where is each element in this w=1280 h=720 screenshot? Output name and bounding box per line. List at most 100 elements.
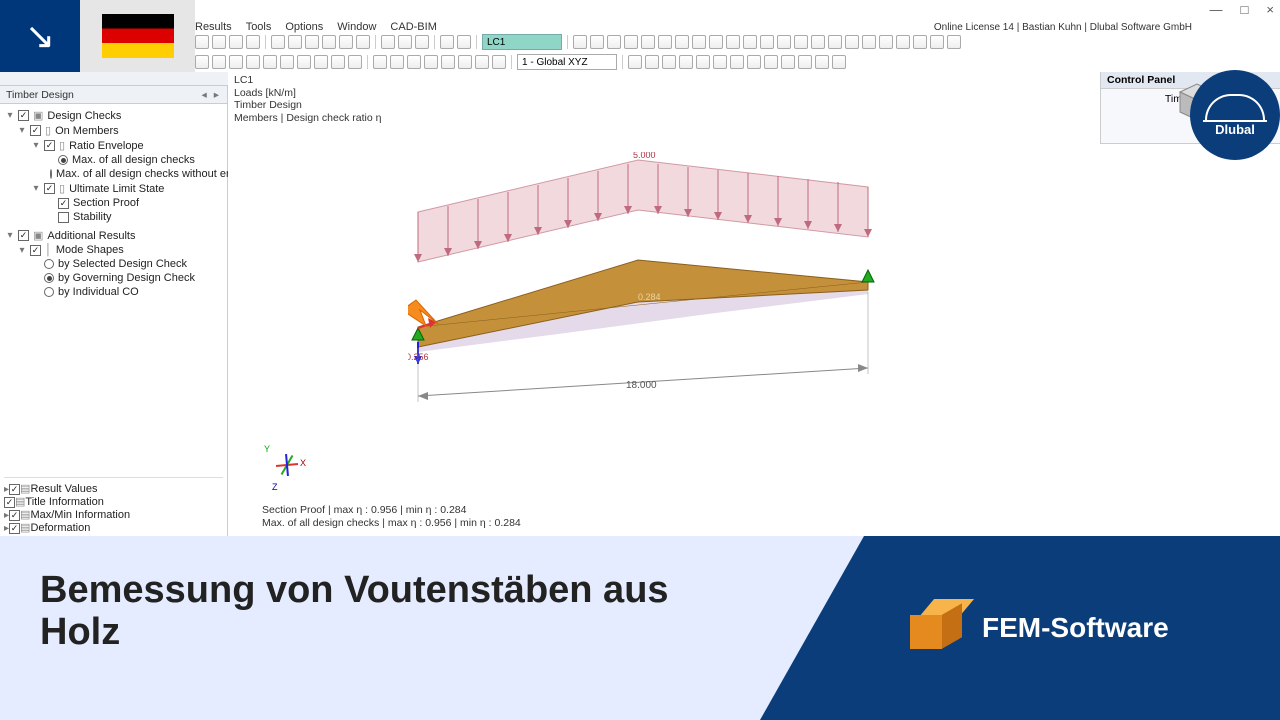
minimize-icon[interactable]: — — [1210, 2, 1223, 17]
tb-icon[interactable] — [709, 35, 723, 49]
tb-icon[interactable] — [845, 35, 859, 49]
tb-icon[interactable] — [322, 35, 336, 49]
tb-icon[interactable] — [212, 55, 226, 69]
tb-icon[interactable] — [305, 35, 319, 49]
tb-icon[interactable] — [590, 35, 604, 49]
opt-result-values[interactable]: Result Values — [30, 483, 97, 495]
tree-by-co[interactable]: by Individual CO — [58, 286, 139, 298]
checkbox[interactable]: ✓ — [30, 245, 41, 256]
tb-icon[interactable] — [407, 55, 421, 69]
tree-opt-all[interactable]: Max. of all design checks — [72, 154, 195, 166]
tb-icon[interactable] — [794, 35, 808, 49]
tb-icon[interactable] — [458, 55, 472, 69]
tb-icon[interactable] — [246, 35, 260, 49]
tb-icon[interactable] — [658, 35, 672, 49]
tree-design-checks[interactable]: Design Checks — [47, 110, 121, 122]
tb-icon[interactable] — [747, 55, 761, 69]
tb-icon[interactable] — [398, 35, 412, 49]
tb-icon[interactable] — [896, 35, 910, 49]
tree-uls[interactable]: Ultimate Limit State — [69, 183, 164, 195]
tb-icon[interactable] — [879, 35, 893, 49]
tb-icon[interactable] — [726, 35, 740, 49]
tb-icon[interactable] — [373, 55, 387, 69]
tb-icon[interactable] — [348, 55, 362, 69]
tb-icon[interactable] — [675, 35, 689, 49]
tree-mode-shapes[interactable]: Mode Shapes — [56, 244, 124, 256]
checkbox[interactable]: ✓ — [9, 484, 20, 495]
tb-icon[interactable] — [828, 35, 842, 49]
tb-icon[interactable] — [297, 55, 311, 69]
tb-icon[interactable] — [641, 35, 655, 49]
tb-icon[interactable] — [356, 35, 370, 49]
tree-ratio-envelope[interactable]: Ratio Envelope — [69, 140, 144, 152]
tb-icon[interactable] — [730, 55, 744, 69]
tb-icon[interactable] — [811, 35, 825, 49]
tb-icon[interactable] — [457, 35, 471, 49]
tb-icon[interactable] — [229, 55, 243, 69]
coord-selector[interactable]: 1 - Global XYZ — [517, 54, 617, 70]
tb-icon[interactable] — [696, 55, 710, 69]
tb-icon[interactable] — [913, 35, 927, 49]
tb-icon[interactable] — [713, 55, 727, 69]
tb-icon[interactable] — [441, 55, 455, 69]
tb-icon[interactable] — [624, 35, 638, 49]
tb-icon[interactable] — [760, 35, 774, 49]
tb-icon[interactable] — [381, 35, 395, 49]
tb-icon[interactable] — [415, 35, 429, 49]
tb-icon[interactable] — [288, 35, 302, 49]
tree-on-members[interactable]: On Members — [55, 125, 119, 137]
loadcase-selector[interactable]: LC1 — [482, 34, 562, 50]
checkbox[interactable]: ✓ — [44, 140, 55, 151]
tree-section-proof[interactable]: Section Proof — [73, 197, 139, 209]
checkbox[interactable]: ✓ — [18, 230, 29, 241]
tb-icon[interactable] — [492, 55, 506, 69]
tree-opt-all-noerr[interactable]: Max. of all design checks without errors — [56, 168, 249, 180]
tb-icon[interactable] — [271, 35, 285, 49]
tb-icon[interactable] — [280, 55, 294, 69]
tb-icon[interactable] — [573, 35, 587, 49]
tb-icon[interactable] — [195, 55, 209, 69]
opt-deformation[interactable]: Deformation — [30, 522, 90, 534]
tb-icon[interactable] — [930, 35, 944, 49]
tree-additional-results[interactable]: Additional Results — [47, 230, 135, 242]
tb-icon[interactable] — [832, 55, 846, 69]
tb-icon[interactable] — [314, 55, 328, 69]
checkbox[interactable]: ✓ — [18, 110, 29, 121]
tb-icon[interactable] — [607, 35, 621, 49]
viewport[interactable]: LC1 Loads [kN/m] Timber Design Members |… — [228, 72, 1280, 536]
tb-icon[interactable] — [679, 55, 693, 69]
radio[interactable] — [58, 155, 68, 165]
tb-icon[interactable] — [662, 55, 676, 69]
radio[interactable] — [44, 273, 54, 283]
tb-icon[interactable] — [628, 55, 642, 69]
tb-icon[interactable] — [798, 55, 812, 69]
tb-icon[interactable] — [424, 55, 438, 69]
tb-icon[interactable] — [862, 35, 876, 49]
tb-icon[interactable] — [743, 35, 757, 49]
tb-icon[interactable] — [246, 55, 260, 69]
tb-icon[interactable] — [475, 55, 489, 69]
tb-icon[interactable] — [764, 55, 778, 69]
checkbox[interactable]: ✓ — [9, 523, 20, 534]
tb-icon[interactable] — [339, 35, 353, 49]
opt-maxmin-info[interactable]: Max/Min Information — [30, 509, 130, 521]
checkbox[interactable] — [58, 212, 69, 223]
tb-icon[interactable] — [781, 55, 795, 69]
tb-icon[interactable] — [777, 35, 791, 49]
tb-icon[interactable] — [212, 35, 226, 49]
close-icon[interactable]: × — [1266, 2, 1274, 17]
tb-icon[interactable] — [195, 35, 209, 49]
tree-by-selected[interactable]: by Selected Design Check — [58, 258, 187, 270]
tb-icon[interactable] — [331, 55, 345, 69]
checkbox[interactable]: ✓ — [30, 125, 41, 136]
checkbox[interactable]: ✓ — [58, 198, 69, 209]
maximize-icon[interactable]: □ — [1241, 2, 1249, 17]
opt-title-info[interactable]: Title Information — [25, 496, 103, 508]
sidepanel-nav[interactable]: ◂ ▸ — [202, 89, 221, 101]
tb-icon[interactable] — [263, 55, 277, 69]
tb-icon[interactable] — [947, 35, 961, 49]
tree-stability[interactable]: Stability — [73, 211, 112, 223]
tb-icon[interactable] — [440, 35, 454, 49]
tb-icon[interactable] — [645, 55, 659, 69]
checkbox[interactable]: ✓ — [9, 510, 20, 521]
